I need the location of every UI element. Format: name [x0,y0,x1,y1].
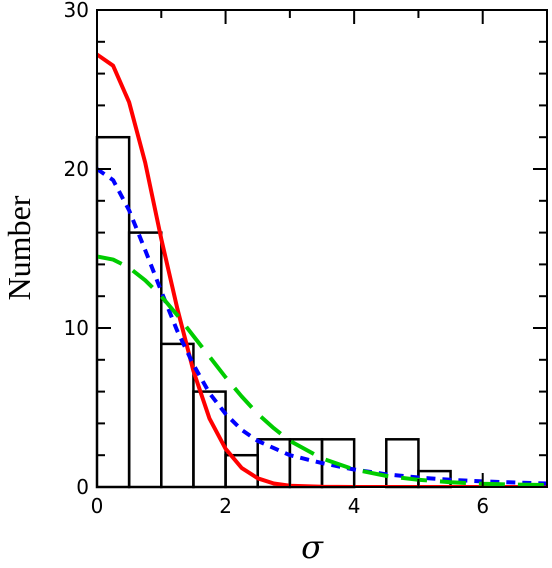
x-tick-label: 6 [476,494,489,518]
y-tick-label: 30 [64,0,89,22]
fit-curve-long-dash [97,254,547,487]
y-tick-labels: 0 10 20 30 [64,0,89,499]
histogram-bar [224,453,259,489]
y-tick-label: 10 [64,316,89,340]
x-tick-label: 2 [219,494,232,518]
histogram-bar [160,342,195,489]
y-tick-label: 0 [76,475,89,499]
y-tick-label: 20 [64,157,89,181]
x-axis-label: σ [301,528,324,566]
axis-ticks [96,9,548,488]
fit-curves [97,52,547,487]
x-tick-label: 0 [91,494,104,518]
x-tick-labels: 0 2 4 6 [91,494,489,518]
histogram-bar [95,135,131,489]
fit-curve-solid [97,52,547,487]
plot-frame [96,9,548,488]
fit-curve-short-dash [97,167,547,486]
x-tick-label: 4 [348,494,361,518]
y-axis-label: Number [1,195,37,300]
